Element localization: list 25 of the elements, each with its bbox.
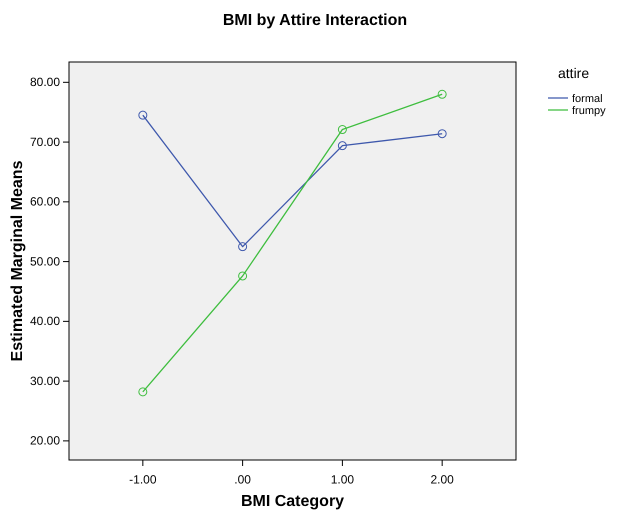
y-tick-label: 80.00 <box>30 75 60 90</box>
y-tick-label: 20.00 <box>30 434 60 448</box>
point <box>238 271 248 280</box>
y-tick-label: 30.00 <box>30 374 60 388</box>
y-tick-label: 70.00 <box>30 134 60 149</box>
legend-title: attire <box>558 65 590 81</box>
y-tick-label: 60.00 <box>30 194 60 209</box>
point <box>138 110 148 120</box>
legend-label: frumpy <box>572 105 606 117</box>
y-axis-title: Estimated Marginal Means <box>9 160 26 362</box>
point <box>338 141 347 150</box>
x-axis-title: BMI Category <box>240 493 344 510</box>
y-tick-label: 40.00 <box>30 314 60 328</box>
chart-title: BMI by Attire Interaction <box>222 12 408 29</box>
point <box>438 90 447 99</box>
point <box>438 129 447 138</box>
x-tick-label: -1.00 <box>129 472 157 486</box>
point <box>338 125 347 134</box>
legend-label: formal <box>572 93 603 105</box>
x-tick-label: .00 <box>234 472 252 486</box>
x-tick-label: 2.00 <box>430 472 454 486</box>
x-tick-label: 1.00 <box>330 472 354 486</box>
point <box>138 387 148 396</box>
point <box>238 242 248 252</box>
y-tick-label: 50.00 <box>30 254 60 268</box>
